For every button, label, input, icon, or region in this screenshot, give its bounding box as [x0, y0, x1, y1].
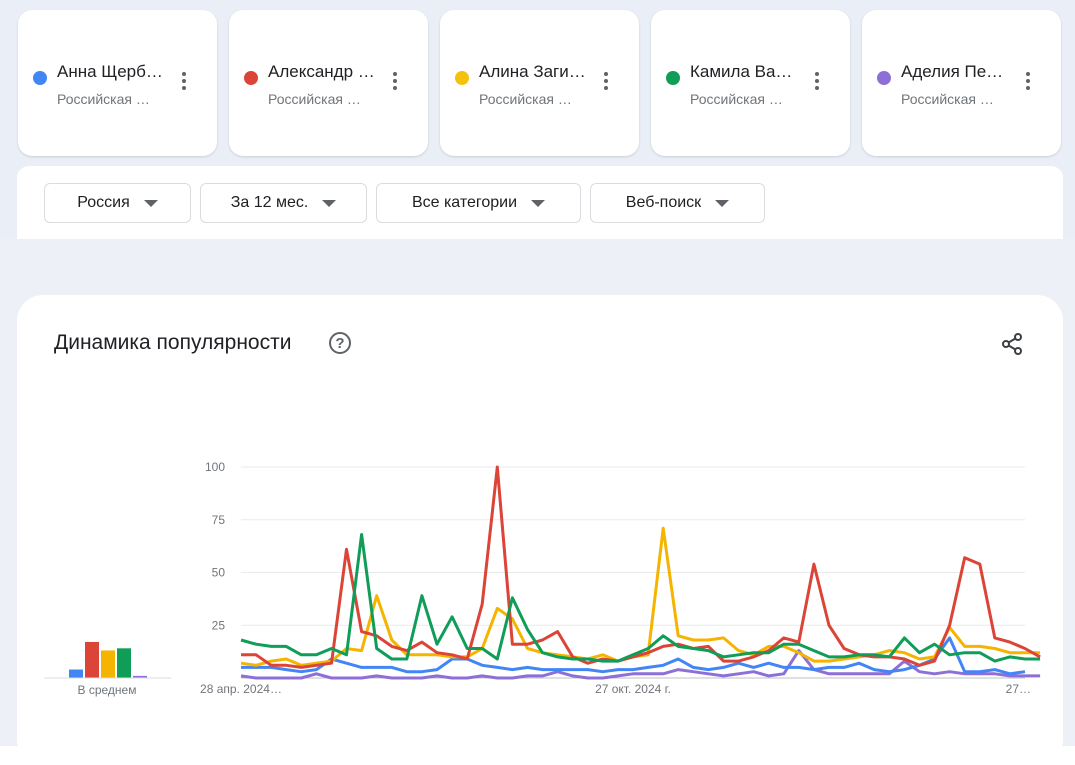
chart-x-ticks: 28 апр. 2024… 27 окт. 2024 г. 27…	[200, 682, 1031, 696]
avg-bar-5	[133, 675, 147, 678]
term-subtitle: Российская …	[901, 91, 994, 107]
search-type-label: Веб-поиск	[625, 194, 702, 211]
category-label: Все категории	[411, 194, 518, 211]
series-line-4	[240, 533, 1041, 663]
chart-series-lines	[240, 465, 1041, 680]
term-subtitle: Российская …	[479, 91, 572, 107]
term-card-1[interactable]: Анна Щерб… Российская …	[18, 10, 217, 156]
average-bars	[69, 641, 147, 678]
avg-bar-2	[85, 641, 99, 678]
term-color-dot	[244, 71, 258, 85]
region-label: Россия	[77, 194, 130, 211]
term-name: Камила Ва…	[690, 62, 793, 81]
region-dropdown[interactable]: Россия	[44, 183, 191, 223]
chart-title: Динамика популярности	[54, 331, 292, 354]
term-name: Аделия Пе…	[901, 62, 1004, 81]
series-line-1	[241, 636, 1026, 676]
dropdown-caret-icon	[531, 199, 546, 207]
more-vert-icon[interactable]	[1020, 72, 1036, 94]
period-label: За 12 мес.	[230, 194, 309, 211]
share-icon[interactable]	[1000, 332, 1024, 356]
x-tick-label: 28 апр. 2024…	[200, 682, 282, 696]
series-line-5	[240, 649, 1041, 680]
term-name: Александр …	[268, 62, 375, 81]
term-subtitle: Российская …	[268, 91, 361, 107]
filter-bar: Россия За 12 мес. Все категории Веб-поис…	[17, 166, 1063, 239]
y-tick-label: 100	[205, 460, 225, 474]
term-color-dot	[33, 71, 47, 85]
term-color-dot	[455, 71, 469, 85]
help-icon[interactable]: ?	[329, 332, 351, 354]
x-tick-label: 27…	[1006, 682, 1031, 696]
y-tick-label: 75	[212, 513, 226, 527]
term-card-4[interactable]: Камила Ва… Российская …	[651, 10, 850, 156]
dropdown-caret-icon	[322, 199, 337, 207]
avg-bar-4	[117, 648, 131, 678]
term-name: Алина Заги…	[479, 62, 586, 81]
term-card-3[interactable]: Алина Заги… Российская …	[440, 10, 639, 156]
y-tick-label: 50	[212, 566, 226, 580]
y-tick-label: 25	[212, 618, 226, 632]
more-vert-icon[interactable]	[809, 72, 825, 94]
term-subtitle: Российская …	[57, 91, 150, 107]
more-vert-icon[interactable]	[598, 72, 614, 94]
x-tick-label: 27 окт. 2024 г.	[595, 682, 671, 696]
series-line-2	[241, 465, 1041, 669]
interest-over-time-card: Динамика популярности ? В среднем 25 50 75…	[17, 295, 1063, 765]
dropdown-caret-icon	[715, 199, 730, 207]
term-subtitle: Российская …	[690, 91, 783, 107]
avg-label: В среднем	[78, 683, 137, 697]
term-color-dot	[877, 71, 891, 85]
category-dropdown[interactable]: Все категории	[376, 183, 581, 223]
avg-bar-1	[69, 669, 83, 678]
term-card-5[interactable]: Аделия Пе… Российская …	[862, 10, 1061, 156]
more-vert-icon[interactable]	[387, 72, 403, 94]
chart-gridlines: 25 50 75 100	[205, 460, 1025, 679]
term-color-dot	[666, 71, 680, 85]
more-vert-icon[interactable]	[176, 72, 192, 94]
avg-bar-3	[101, 650, 115, 678]
dropdown-caret-icon	[143, 199, 158, 207]
chart-area: В среднем 25 50 75 100 28 апр. 2024… 27 окт.…	[44, 460, 1041, 697]
period-dropdown[interactable]: За 12 мес.	[200, 183, 367, 223]
term-name: Анна Щерб…	[57, 62, 163, 81]
term-card-2[interactable]: Александр … Российская …	[229, 10, 428, 156]
search-type-dropdown[interactable]: Веб-поиск	[590, 183, 765, 223]
